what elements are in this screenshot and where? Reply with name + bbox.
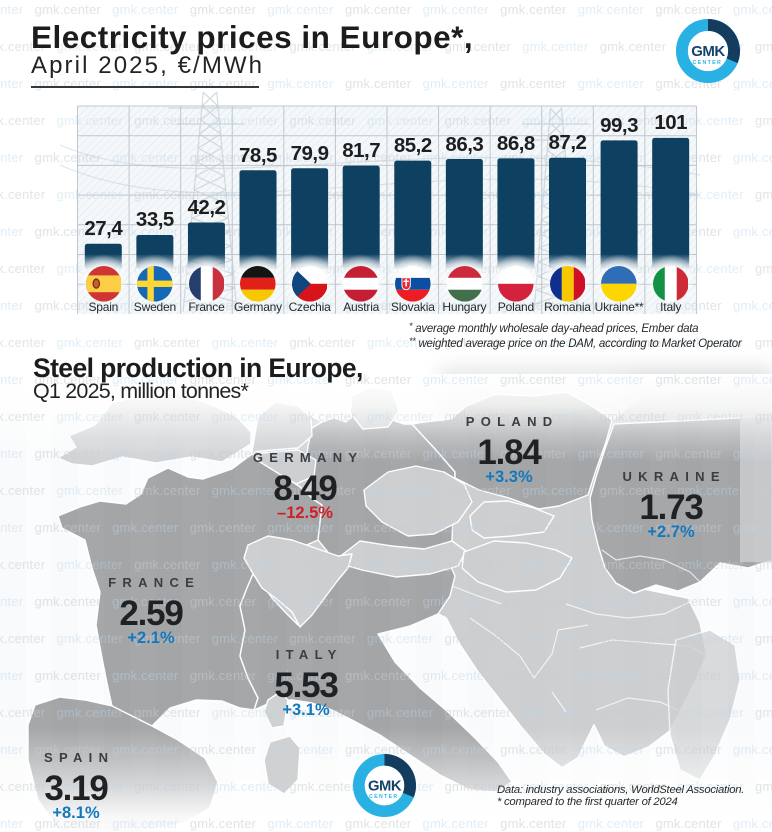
svg-text:GMK: GMK: [368, 779, 402, 795]
svg-text:GMK: GMK: [691, 43, 725, 60]
svg-text:CENTER: CENTER: [369, 794, 398, 800]
svg-text:CENTER: CENTER: [692, 59, 722, 65]
